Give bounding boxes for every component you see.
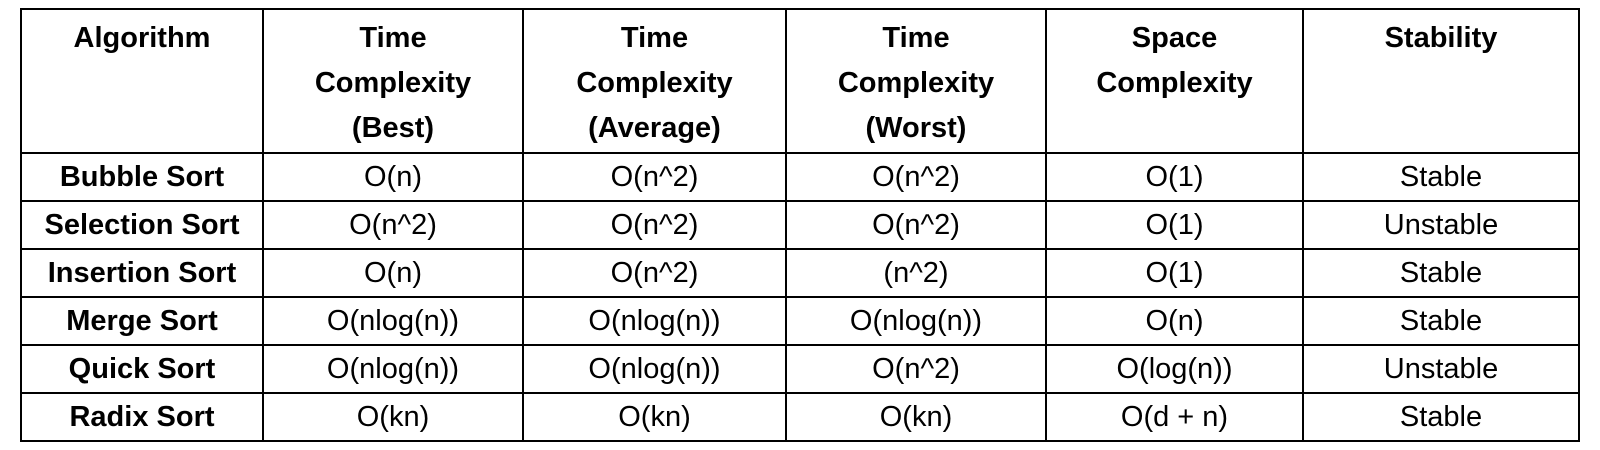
table-cell: Stable	[1302, 296, 1580, 346]
header-row: Algorithm Time Complexity (Best) Time Comp…	[20, 8, 1580, 154]
header-cell: Stability	[1302, 8, 1580, 154]
header-text: Time Complexity (Worst)	[837, 22, 995, 144]
table-cell: O(n)	[262, 248, 524, 298]
table-cell: O(nlog(n))	[522, 296, 787, 346]
algorithm-name: Merge Sort	[20, 296, 264, 346]
algorithm-name: Radix Sort	[20, 392, 264, 442]
header-text: Algorithm	[73, 22, 211, 54]
header-text: Stability	[1384, 22, 1498, 54]
table-cell: O(kn)	[522, 392, 787, 442]
sorting-table: Algorithm Time Complexity (Best) Time Comp…	[20, 8, 1580, 442]
table-cell: O(n)	[262, 152, 524, 202]
table-cell: Stable	[1302, 392, 1580, 442]
table-cell: O(kn)	[785, 392, 1047, 442]
table-cell: O(n^2)	[785, 152, 1047, 202]
table-cell: O(n^2)	[785, 344, 1047, 394]
table-row: Bubble Sort O(n) O(n^2) O(n^2) O(1) Stable	[20, 152, 1580, 202]
table-cell: Unstable	[1302, 200, 1580, 250]
table-cell: Unstable	[1302, 344, 1580, 394]
header-cell: Algorithm	[20, 8, 264, 154]
table-cell: Stable	[1302, 248, 1580, 298]
table-cell: O(1)	[1045, 152, 1304, 202]
table-cell: O(log(n))	[1045, 344, 1304, 394]
table-cell: O(nlog(n))	[262, 296, 524, 346]
table-cell: Stable	[1302, 152, 1580, 202]
table-row: Quick Sort O(nlog(n)) O(nlog(n)) O(n^2) O(lo…	[20, 344, 1580, 394]
header-cell: Space Complexity	[1045, 8, 1304, 154]
algorithm-name: Bubble Sort	[20, 152, 264, 202]
table-cell: (n^2)	[785, 248, 1047, 298]
header-text: Time Complexity (Best)	[314, 22, 472, 144]
table-cell: O(n)	[1045, 296, 1304, 346]
table-body: Bubble Sort O(n) O(n^2) O(n^2) O(1) Stable Sel…	[20, 152, 1580, 442]
table-cell: O(nlog(n))	[522, 344, 787, 394]
algorithm-name: Insertion Sort	[20, 248, 264, 298]
table-row: Merge Sort O(nlog(n)) O(nlog(n)) O(nlog(n))…	[20, 296, 1580, 346]
table-cell: O(1)	[1045, 248, 1304, 298]
table-row: Insertion Sort O(n) O(n^2) (n^2) O(1) Stable	[20, 248, 1580, 298]
table-cell: O(d + n)	[1045, 392, 1304, 442]
header-text: Time Complexity (Average)	[576, 22, 733, 144]
header-cell: Time Complexity (Worst)	[785, 8, 1047, 154]
algorithm-name: Selection Sort	[20, 200, 264, 250]
table-cell: O(n^2)	[785, 200, 1047, 250]
table-cell: O(n^2)	[522, 248, 787, 298]
table-cell: O(n^2)	[262, 200, 524, 250]
header-cell: Time Complexity (Average)	[522, 8, 787, 154]
header-text: Space Complexity	[1096, 22, 1253, 99]
table-row: Selection Sort O(n^2) O(n^2) O(n^2) O(1) Unst…	[20, 200, 1580, 250]
table-row: Radix Sort O(kn) O(kn) O(kn) O(d + n) Stable	[20, 392, 1580, 442]
table-cell: O(kn)	[262, 392, 524, 442]
table-cell: O(n^2)	[522, 152, 787, 202]
table-cell: O(nlog(n))	[262, 344, 524, 394]
header-cell: Time Complexity (Best)	[262, 8, 524, 154]
table-cell: O(n^2)	[522, 200, 787, 250]
algorithm-name: Quick Sort	[20, 344, 264, 394]
table-cell: O(1)	[1045, 200, 1304, 250]
table-cell: O(nlog(n))	[785, 296, 1047, 346]
